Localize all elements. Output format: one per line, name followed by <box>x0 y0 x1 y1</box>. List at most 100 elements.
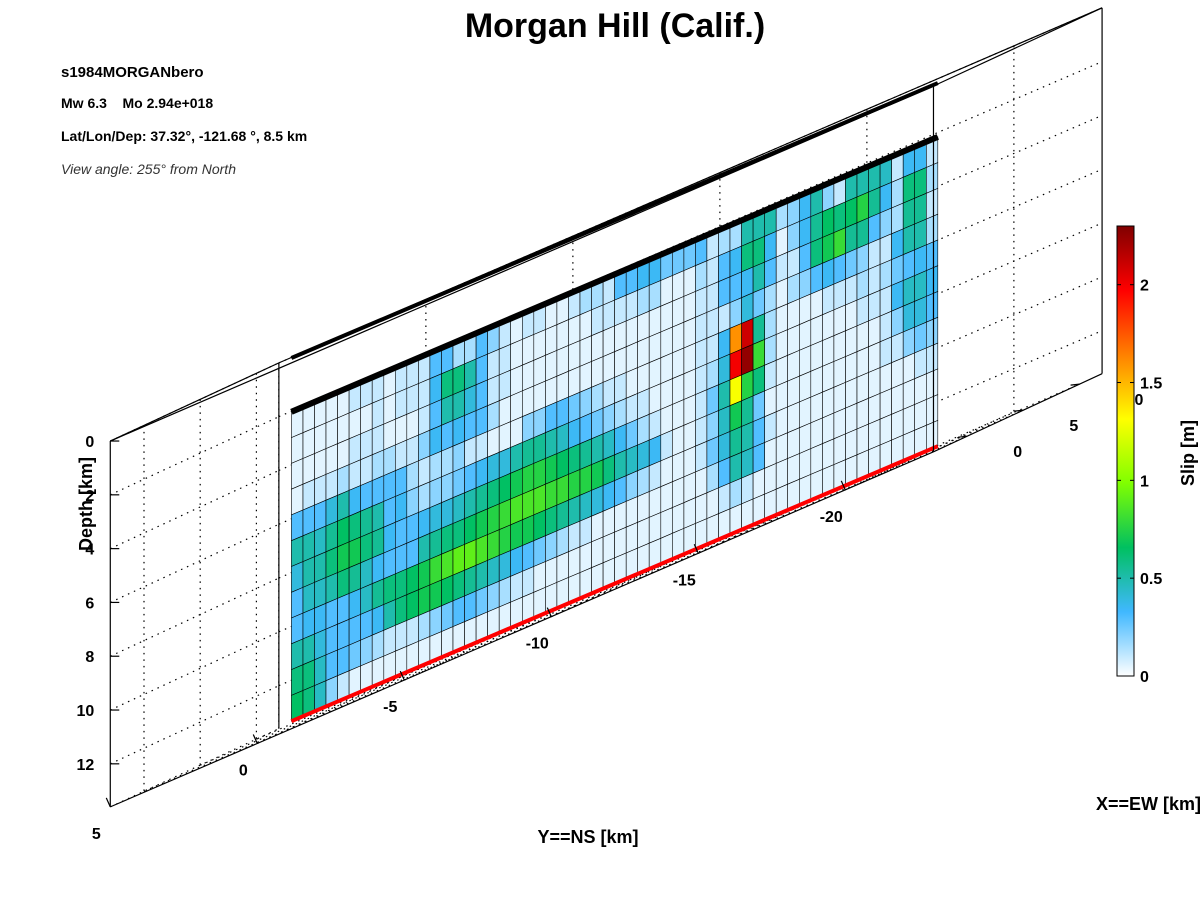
slip-cell <box>314 473 327 506</box>
slip-cell <box>845 351 858 383</box>
slip-cell <box>637 362 650 394</box>
slip-cell <box>729 426 742 458</box>
slip-cell <box>683 265 696 297</box>
slip-cell <box>556 319 569 351</box>
slip-cell <box>775 226 789 258</box>
slip-cell <box>383 470 396 502</box>
slip-cell <box>510 364 523 397</box>
slip-cell <box>337 412 350 445</box>
depth-tick-label: 2 <box>85 488 94 505</box>
slip-cell <box>833 278 846 311</box>
ns-tick-mark <box>105 797 111 808</box>
slip-cell <box>718 405 731 437</box>
slip-cell <box>314 499 327 532</box>
slip-cell <box>464 435 477 468</box>
slip-cell <box>591 356 604 388</box>
slip-cell <box>556 473 569 506</box>
slip-cell <box>856 243 869 275</box>
slip-cell <box>429 450 442 483</box>
slip-cell <box>914 218 927 251</box>
slip-cell <box>314 628 327 661</box>
depth-axis-ticks: 0 2 4 6 8 10 12 <box>76 434 120 774</box>
slip-cell <box>764 462 777 495</box>
slip-cell <box>902 223 916 256</box>
slip-cell <box>671 424 685 457</box>
slip-cell <box>556 370 569 403</box>
slip-cell <box>695 363 708 396</box>
slip-cell <box>856 397 869 430</box>
slip-cell <box>360 428 373 461</box>
slip-cell <box>464 384 477 416</box>
slip-cell <box>741 421 754 453</box>
slip-cell <box>418 481 431 513</box>
slip-cell <box>545 401 558 434</box>
slip-cell <box>521 566 535 598</box>
slip-cell <box>914 167 927 199</box>
slip-cell <box>902 378 916 410</box>
slip-cell <box>914 399 927 431</box>
ns-tick-label: -20 <box>820 509 843 526</box>
slip-cell <box>452 595 465 628</box>
slip-cell <box>498 369 512 402</box>
colorbar <box>1116 225 1135 677</box>
slip-cell <box>291 535 304 567</box>
slip-cell <box>868 341 881 373</box>
slip-cell <box>810 340 823 372</box>
slip-cell <box>729 322 742 355</box>
slip-cell <box>683 316 696 349</box>
slip-cell <box>833 253 846 285</box>
slip-cell <box>302 427 315 459</box>
colorbar-tick-label: 0 <box>1140 669 1149 686</box>
ew-tick-mark <box>1070 383 1080 386</box>
slip-cell <box>510 467 523 500</box>
slip-cell <box>879 284 892 317</box>
slip-cell <box>856 372 869 404</box>
slip-cell <box>868 367 881 399</box>
slip-cell <box>394 413 408 446</box>
slip-cell <box>556 422 569 455</box>
slip-cell <box>348 562 362 594</box>
slip-cell <box>856 346 869 378</box>
slip-cell <box>764 359 777 392</box>
depth-tick-label: 6 <box>85 595 94 612</box>
slip-cell <box>741 240 754 273</box>
slip-cell <box>521 514 535 547</box>
slip-cell <box>625 315 639 348</box>
slip-cell <box>706 461 719 494</box>
slip-cell <box>671 347 685 380</box>
colorbar-ticks: 0 0.5 1 1.5 2 <box>1117 278 1162 686</box>
slip-cell <box>718 276 731 308</box>
slip-cell <box>637 310 650 343</box>
slip-cell <box>787 221 800 253</box>
slip-cell <box>902 249 916 281</box>
slip-cell <box>498 472 512 505</box>
slip-cell <box>625 392 639 425</box>
slip-cell <box>441 497 454 529</box>
slip-cell <box>614 500 627 533</box>
slip-cell <box>568 340 581 372</box>
slip-cell <box>868 418 881 451</box>
fault-surface-trace <box>290 81 939 360</box>
slip-cell <box>925 213 939 246</box>
slip-cell <box>741 343 754 376</box>
slip-cell <box>671 450 685 483</box>
slip-cell <box>591 433 604 466</box>
slip-cell <box>706 487 719 520</box>
ns-tick-mark <box>399 670 405 681</box>
slip-cell <box>291 561 304 593</box>
slip-cell <box>348 433 362 466</box>
slip-cell <box>545 453 558 485</box>
slip-cell <box>498 343 512 376</box>
slip-cell <box>325 597 338 630</box>
slip-cell <box>729 245 742 278</box>
slip-cell <box>533 561 546 593</box>
slip-cell <box>602 299 615 332</box>
ns-tick-label: -15 <box>673 572 696 589</box>
slip-cell <box>925 162 939 194</box>
slip-cell <box>902 171 916 204</box>
slip-cell <box>660 429 673 462</box>
slip-cell <box>475 353 488 386</box>
slip-cell <box>452 518 465 550</box>
slip-cell <box>510 545 523 577</box>
slip-cell <box>452 466 465 499</box>
